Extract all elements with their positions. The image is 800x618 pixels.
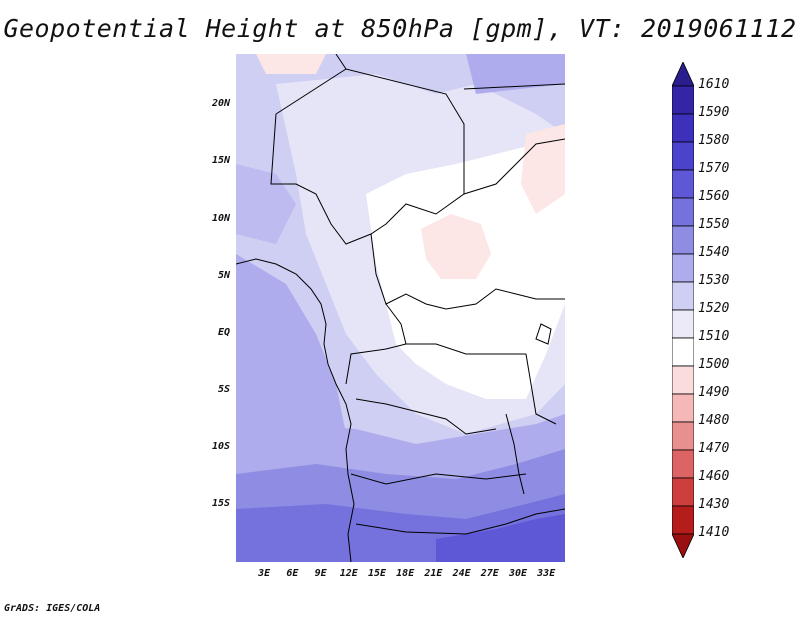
border-c	[463, 83, 565, 90]
colorbar-level-label: 1550	[698, 217, 730, 232]
colorbar-level-label: 1490	[698, 385, 730, 400]
colorbar-level-label: 1470	[698, 441, 730, 456]
border-h	[355, 398, 497, 435]
colorbar-segment	[671, 253, 695, 283]
border-e	[370, 233, 565, 310]
colorbar-level-label: 1460	[698, 469, 730, 484]
colorbar-segment	[671, 337, 695, 367]
colorbar-level-label: 1480	[698, 413, 730, 428]
lon-label: 21E	[424, 568, 443, 579]
lat-label: 5N	[217, 269, 230, 281]
lon-label: 24E	[452, 568, 471, 579]
lon-label: 33E	[537, 568, 556, 579]
colorbar-segment	[671, 281, 695, 311]
colorbar-segment	[671, 141, 695, 171]
lake-tanganyika	[505, 413, 525, 495]
lat-label: 5S	[217, 383, 230, 395]
border-j	[355, 508, 565, 535]
lon-label: 6E	[286, 568, 299, 579]
field-1570-south	[436, 514, 565, 562]
colorbar-segment	[671, 393, 695, 423]
colorbar-level-label: 1530	[698, 273, 730, 288]
colorbar-segment	[671, 169, 695, 199]
lat-label: EQ	[217, 326, 230, 338]
lake-victoria	[535, 323, 552, 345]
border-f	[345, 303, 407, 385]
lat-label: 10S	[211, 440, 230, 452]
field-1500-b	[521, 124, 565, 214]
coastline	[236, 258, 355, 562]
border-k	[525, 353, 557, 425]
colorbar-segment	[671, 85, 695, 115]
border-g	[406, 343, 526, 355]
colorbar-segment	[671, 421, 695, 451]
colorbar-segment	[671, 449, 695, 479]
colorbar-bottom-arrow	[671, 533, 695, 559]
chart-title: Geopotential Height at 850hPa [gpm], VT:…	[3, 14, 797, 43]
map-panel	[236, 54, 565, 562]
colorbar-level-label: 1580	[698, 133, 730, 148]
lon-label: 30E	[508, 568, 528, 579]
colorbar-segment	[671, 309, 695, 339]
lon-label: 27E	[480, 568, 499, 579]
geopotential-map	[236, 54, 565, 562]
lon-label: 9E	[314, 568, 327, 579]
lon-label: 3E	[258, 568, 271, 579]
lat-label: 15N	[211, 155, 230, 167]
colorbar-level-label: 1570	[698, 161, 730, 176]
border-i	[350, 473, 527, 485]
lon-label: 12E	[339, 568, 358, 579]
colorbar-top-arrow	[671, 61, 695, 87]
lon-label: 18E	[396, 568, 415, 579]
lon-label: 15E	[367, 568, 387, 579]
boundaries	[236, 54, 565, 562]
colorbar-segment	[671, 197, 695, 227]
border-b	[335, 54, 347, 70]
colorbar-segment	[671, 505, 695, 535]
colorbar-segment	[671, 477, 695, 507]
colorbar-segment	[671, 225, 695, 255]
lat-label: 20N	[211, 98, 230, 110]
colorbar-segment	[671, 365, 695, 395]
colorbar-level-label: 1510	[698, 329, 730, 344]
colorbar-level-label: 1560	[698, 189, 730, 204]
colorbar	[671, 61, 695, 562]
colorbar-graphic	[671, 61, 695, 559]
colorbar-level-label: 1540	[698, 245, 730, 260]
border-a	[275, 68, 465, 194]
field-1500-a	[421, 214, 491, 279]
colorbar-level-label: 1590	[698, 105, 730, 120]
colorbar-level-label: 1430	[698, 497, 730, 512]
field-1500-c	[256, 54, 326, 74]
colorbar-level-label: 1520	[698, 301, 730, 316]
colorbar-level-label: 1410	[698, 525, 730, 540]
field-1540-ne	[466, 54, 565, 94]
colorbar-level-label: 1610	[698, 77, 730, 92]
lat-label: 10N	[211, 212, 230, 224]
border-d	[270, 113, 565, 245]
footer-credit: GrADS: IGES/COLA	[4, 603, 101, 614]
colorbar-segment	[671, 113, 695, 143]
colorbar-level-label: 1500	[698, 357, 730, 372]
lat-label: 15S	[211, 497, 230, 509]
